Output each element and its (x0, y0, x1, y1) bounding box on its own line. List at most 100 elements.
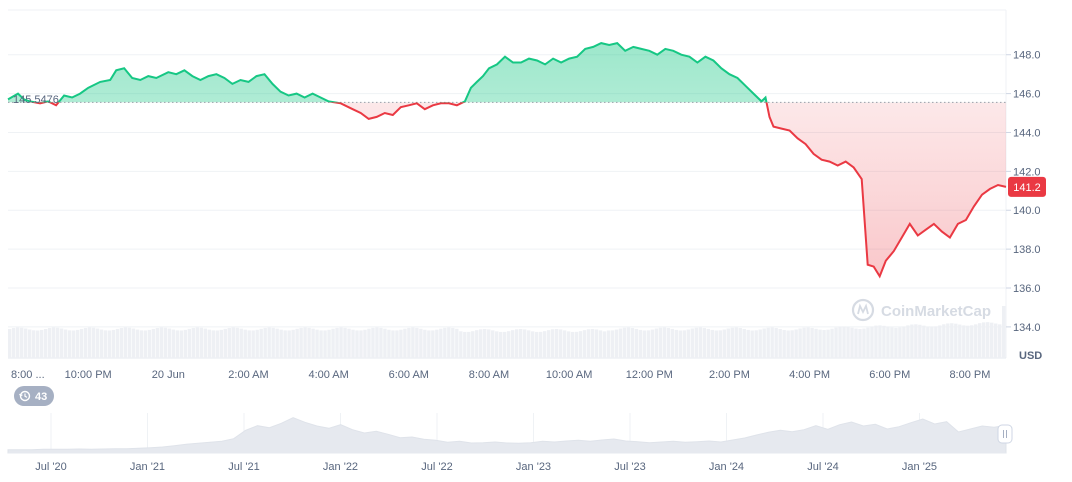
volume-bar (970, 325, 974, 358)
volume-bar (303, 327, 307, 358)
current-price-label: 141.2 (1013, 182, 1041, 194)
volume-bar (822, 330, 826, 358)
volume-bar (758, 329, 762, 358)
volume-bar (431, 330, 435, 358)
volume-bar (135, 329, 140, 358)
volume-bar (642, 330, 647, 358)
volume-bar (930, 326, 934, 358)
volume-bar (363, 329, 367, 358)
volume-bar (910, 324, 914, 358)
volume-bar (171, 329, 176, 358)
x-tick-label: 8:00 ... (11, 369, 45, 381)
volume-bar (71, 330, 76, 358)
volume-bar (618, 328, 623, 358)
volume-bar (634, 328, 639, 358)
volume-bar (950, 323, 954, 358)
volume-bar (902, 326, 906, 358)
volume-bar (578, 331, 583, 358)
navigator-handle[interactable] (997, 424, 1013, 444)
volume-bar (990, 322, 994, 358)
volume-bar (622, 327, 627, 358)
navigator-label: Jan '23 (516, 461, 551, 473)
volume-bar (79, 328, 84, 358)
volume-bar (403, 328, 407, 358)
coinmarketcap-watermark: CoinMarketCap (851, 298, 991, 322)
volume-bar (503, 331, 507, 358)
volume-bar (119, 327, 124, 358)
volume-bar (890, 327, 894, 358)
navigator-label: Jul '21 (228, 461, 259, 473)
volume-bar (467, 331, 471, 358)
y-tick-label: 136.0 (1013, 283, 1041, 295)
volume-bar (546, 330, 551, 358)
volume-bar (926, 326, 930, 358)
volume-bar (99, 329, 104, 358)
volume-bar (399, 329, 403, 358)
volume-bars (8, 306, 1006, 358)
volume-bar (47, 328, 52, 358)
volume-bar (914, 324, 918, 358)
volume-bar (826, 329, 830, 358)
volume-bar (23, 328, 28, 358)
volume-bar (726, 328, 730, 358)
volume-bar (998, 324, 1002, 358)
volume-bar (115, 328, 120, 358)
volume-bar (742, 328, 746, 358)
volume-bar (391, 330, 395, 358)
volume-bar (818, 329, 822, 358)
y-tick-label: 142.0 (1013, 166, 1041, 178)
volume-bar (718, 330, 722, 358)
volume-bar (235, 327, 239, 358)
volume-bar (255, 329, 259, 358)
volume-bar (199, 327, 204, 358)
volume-bar (167, 328, 172, 358)
volume-bar (538, 331, 543, 358)
coinmarketcap-logo-icon (851, 298, 875, 322)
volume-bar (379, 327, 383, 358)
volume-bar (507, 331, 511, 358)
volume-bar (674, 329, 679, 358)
volume-bar (247, 330, 251, 358)
x-axis: 8:00 ... 10:00 PM 20 Jun 2:00 AM 4:00 AM 6:00… (11, 369, 990, 381)
volume-bar (335, 327, 339, 358)
volume-bar (451, 327, 455, 358)
volume-bar (778, 329, 782, 358)
x-tick-label: 4:00 AM (308, 369, 348, 381)
navigator-label: Jul '22 (421, 461, 452, 473)
volume-bar (323, 330, 327, 358)
volume-bar (83, 327, 88, 358)
volume-bar (427, 330, 431, 358)
volume-bar (147, 329, 152, 358)
history-badge[interactable]: 43 (14, 386, 54, 406)
volume-bar (582, 330, 587, 358)
volume-bar (966, 325, 970, 358)
volume-bar (610, 330, 615, 358)
volume-bar (862, 328, 866, 358)
volume-bar (415, 327, 419, 358)
volume-bar (602, 331, 607, 358)
volume-bar (590, 329, 595, 358)
volume-bar (558, 329, 563, 358)
range-navigator[interactable]: Jul '20 Jan '21 Jul '21 Jan '22 Jul '22 Jan '… (7, 413, 1013, 473)
volume-bar (554, 329, 559, 358)
volume-bar (63, 329, 68, 358)
volume-bar (407, 327, 411, 358)
volume-bar (954, 323, 958, 358)
watermark-text: CoinMarketCap (881, 303, 991, 320)
volume-bar (443, 327, 447, 358)
volume-bar (774, 328, 778, 358)
volume-bar (483, 329, 487, 358)
volume-bar (31, 330, 36, 358)
volume-bar (806, 327, 810, 358)
volume-bar (75, 329, 80, 358)
volume-bar (722, 329, 726, 358)
volume-bar (291, 329, 295, 358)
volume-bar (263, 327, 267, 358)
volume-bar (139, 330, 144, 358)
volume-bar (175, 330, 180, 358)
volume-bar (782, 329, 786, 358)
volume-bar (27, 329, 32, 358)
volume-bar (91, 327, 96, 358)
navigator-label: Jan '25 (902, 461, 937, 473)
